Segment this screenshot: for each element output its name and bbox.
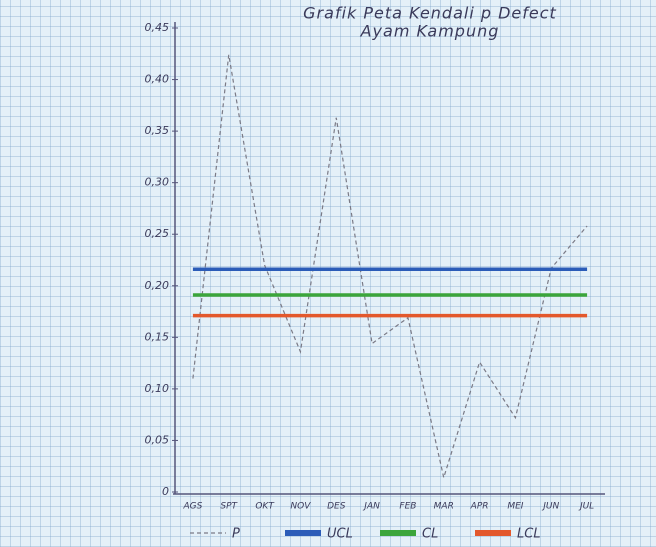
x-tick-label: DES (327, 502, 346, 512)
y-tick-label: 0,30 (145, 176, 170, 189)
y-tick-label: 0,20 (145, 279, 170, 292)
paper: Grafik Peta Kendali p Defect Ayam Kampun… (0, 0, 656, 547)
legend-label: LCL (517, 527, 541, 542)
x-tick-label: MEI (507, 502, 523, 512)
x-tick-label: FEB (399, 502, 416, 512)
legend-label: CL (422, 527, 438, 542)
x-tick-label: JAN (362, 502, 380, 512)
x-tick-label: NOV (290, 502, 311, 512)
x-tick-label: MAR (434, 502, 454, 512)
x-tick-label: JUL (578, 502, 594, 512)
y-tick-label: 0,25 (145, 227, 170, 240)
chart: Grafik Peta Kendali p Defect Ayam Kampun… (0, 0, 656, 547)
y-tick-label: 0 (162, 485, 169, 498)
y-tick-label: 0,40 (145, 73, 170, 86)
legend-label: UCL (327, 527, 353, 542)
series-line (193, 55, 587, 478)
y-tick-label: 0,10 (145, 382, 170, 395)
x-tick-label: AGS (182, 502, 202, 512)
x-tick-label: SPT (220, 502, 238, 512)
x-tick-label: APR (470, 502, 489, 512)
x-tick-label: OKT (255, 502, 275, 512)
x-tick-label: JUN (541, 502, 559, 512)
y-tick-label: 0,35 (145, 124, 170, 137)
legend-label: P (232, 527, 240, 542)
y-tick-label: 0,45 (145, 21, 170, 34)
chart-subtitle: Ayam Kampung (360, 22, 500, 41)
chart-title: Grafik Peta Kendali p Defect (303, 4, 557, 23)
y-tick-label: 0,15 (145, 330, 170, 343)
y-tick-label: 0,05 (145, 433, 170, 446)
